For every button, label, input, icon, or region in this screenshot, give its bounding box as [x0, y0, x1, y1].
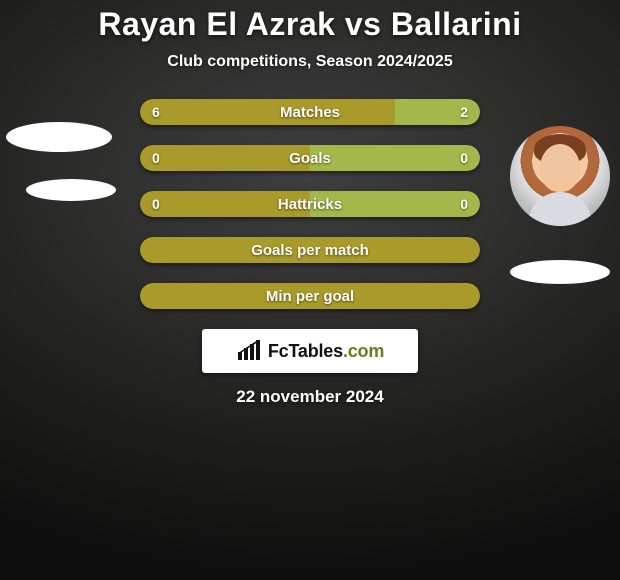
- brand-bars-icon: [236, 340, 262, 362]
- stat-bar-left-fill: [140, 99, 395, 125]
- root: Rayan El Azrak vs Ballarini Club competi…: [0, 0, 620, 580]
- stat-bar-right-fill: [310, 145, 480, 171]
- stat-bar-left-value: 0: [152, 145, 160, 171]
- stat-bar-left-value: 0: [152, 191, 160, 217]
- stat-bar-goals: Goals00: [140, 145, 480, 171]
- content: Rayan El Azrak vs Ballarini Club competi…: [0, 0, 620, 407]
- stat-bar-matches: Matches62: [140, 99, 480, 125]
- stat-bar-right-value: 2: [460, 99, 468, 125]
- stat-bar-right-fill: [310, 191, 480, 217]
- stat-bar-left-value: 6: [152, 99, 160, 125]
- page-subtitle: Club competitions, Season 2024/2025: [0, 53, 620, 71]
- page-title: Rayan El Azrak vs Ballarini: [0, 6, 620, 43]
- stat-bar-min-per-goal: Min per goal: [140, 283, 480, 309]
- brand-text: FcTables.com: [268, 341, 384, 362]
- stat-bar-goals-per-match: Goals per match: [140, 237, 480, 263]
- stat-bar-right-value: 0: [460, 145, 468, 171]
- stat-bar-left-fill: [140, 191, 310, 217]
- comparison-bars: Matches62Goals00Hattricks00Goals per mat…: [140, 99, 480, 309]
- stat-bar-fill: [140, 237, 480, 263]
- stat-bar-left-fill: [140, 145, 310, 171]
- brand-mid: Tables: [288, 341, 343, 362]
- brand-box: FcTables.com: [202, 329, 418, 373]
- brand-fc: Fc: [268, 341, 289, 362]
- stat-bar-fill: [140, 283, 480, 309]
- date-text: 22 november 2024: [0, 387, 620, 407]
- brand-dom: .com: [343, 341, 384, 362]
- stat-bar-hattricks: Hattricks00: [140, 191, 480, 217]
- stat-bar-right-value: 0: [460, 191, 468, 217]
